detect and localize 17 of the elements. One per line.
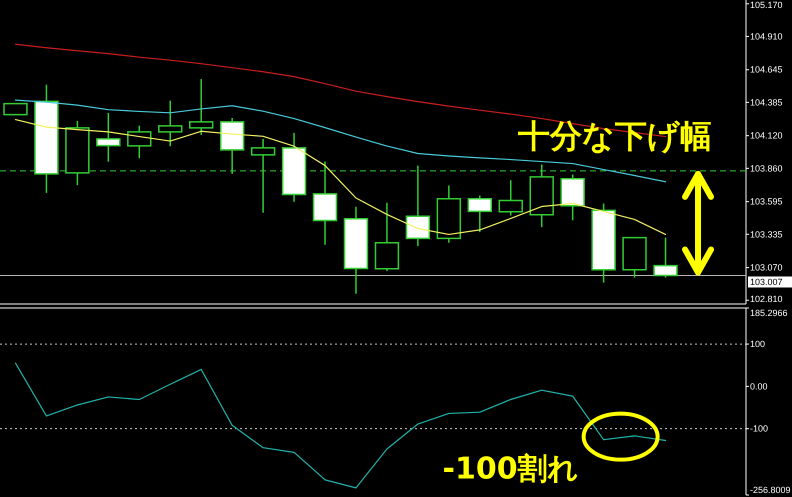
y-tick-label: 100 (750, 339, 766, 350)
y-tick-label: 104.645 (750, 64, 783, 75)
y-tick-label: 104.120 (750, 130, 783, 141)
ref-line-label: 103.007 (750, 276, 783, 287)
y-tick-label: 104.385 (750, 97, 783, 108)
annotation: -100割れ (442, 452, 579, 487)
y-tick-label: 0.00 (750, 381, 768, 392)
y-tick-label: 185.2966 (750, 308, 788, 318)
y-tick-label: 103.070 (750, 262, 783, 273)
y-tick-label: 103.860 (750, 163, 783, 174)
y-tick-label: -100 (750, 424, 768, 434)
y-tick-label: 102.810 (750, 294, 783, 304)
y-tick-label: 104.910 (750, 31, 783, 42)
y-tick-label: -256.8009 (750, 485, 791, 495)
y-tick-label: 105.170 (750, 0, 783, 10)
y-tick-label: 103.335 (750, 229, 783, 240)
y-tick-label: 103.595 (750, 196, 783, 207)
